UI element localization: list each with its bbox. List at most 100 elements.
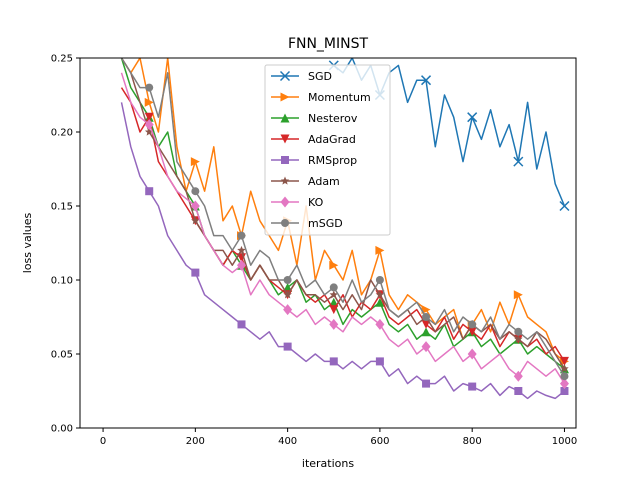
series-point-momentum <box>513 290 523 300</box>
y-axis: 0.00 0.05 0.10 0.15 0.20 0.25 <box>51 54 80 435</box>
series-point-adagrad <box>467 327 477 337</box>
series-point-sgd <box>467 112 478 123</box>
series-point-nesterov <box>421 327 431 337</box>
series-point-rmsprop <box>375 357 384 366</box>
series-point-adam <box>283 290 292 299</box>
x-tick-label: 600 <box>370 436 389 447</box>
legend-label-adagrad: AdaGrad <box>308 133 356 146</box>
series-point-rmsprop <box>191 268 200 277</box>
series-point-msgd <box>560 372 569 381</box>
legend-label-msgd: mSGD <box>308 217 343 230</box>
legend-label-nesterov: Nesterov <box>308 112 358 125</box>
series-point-ko <box>559 378 569 390</box>
legend-marker-adam <box>280 176 290 185</box>
legend-item-msgd: mSGD <box>271 217 343 230</box>
series-msgd <box>120 58 569 381</box>
series-point-msgd <box>191 187 200 196</box>
series-point-msgd <box>237 231 246 240</box>
series-point-ko <box>329 318 339 330</box>
y-tick-label: 0.25 <box>51 54 73 65</box>
series-point-adagrad <box>144 112 154 122</box>
series-point-msgd <box>468 320 477 329</box>
series-point-rmsprop <box>422 379 431 388</box>
series-point-rmsprop <box>237 320 246 329</box>
x-axis: 0 200 400 600 800 1000 <box>100 428 577 447</box>
series-point-msgd <box>375 276 384 284</box>
legend-marker-nesterov <box>280 113 290 123</box>
y-tick-label: 0.10 <box>51 276 73 287</box>
series-point-adam <box>514 334 523 343</box>
series-point-adam <box>144 127 154 136</box>
y-axis-label: loss values <box>21 212 34 273</box>
legend: SGD Momentum Nesterov AdaGrad RMSprop Adam KO m… <box>264 64 391 236</box>
series-point-ko <box>144 119 154 131</box>
series-point-momentum <box>421 305 431 315</box>
legend-item-rmsprop: RMSprop <box>271 154 357 167</box>
x-tick-label: 400 <box>278 436 297 447</box>
series-point-adagrad <box>559 356 569 366</box>
series-point-adam <box>191 216 200 225</box>
series-point-momentum <box>375 245 385 255</box>
series-point-nesterov <box>329 297 339 307</box>
legend-label-ko: KO <box>308 196 324 209</box>
legend-label-momentum: Momentum <box>308 91 371 104</box>
series-point-msgd <box>514 327 523 336</box>
legend-marker-rmsprop <box>281 156 289 164</box>
legend-item-adam: Adam <box>271 175 340 188</box>
x-tick-label: 200 <box>186 436 205 447</box>
legend-item-nesterov: Nesterov <box>271 112 358 125</box>
series-point-ko <box>190 200 200 212</box>
series-layer <box>120 58 570 400</box>
series-point-rmsprop <box>468 382 477 391</box>
x-tick-label: 1000 <box>552 436 577 447</box>
series-point-rmsprop <box>514 387 523 395</box>
series-point-msgd <box>422 313 431 321</box>
x-tick-label: 800 <box>463 436 482 447</box>
legend-item-momentum: Momentum <box>271 91 371 104</box>
legend-item-adagrad: AdaGrad <box>271 133 356 146</box>
legend-marker-ko <box>280 196 290 208</box>
series-rmsprop <box>120 102 569 400</box>
series-point-sgd <box>421 75 432 86</box>
series-point-ko <box>236 259 246 271</box>
series-point-ko <box>375 318 385 330</box>
series-point-adam <box>237 245 246 254</box>
legend-marker-msgd <box>281 219 289 227</box>
y-tick-label: 0.00 <box>51 424 73 435</box>
x-axis-label: iterations <box>302 457 354 470</box>
series-point-rmsprop <box>560 387 569 395</box>
x-tick-label: 0 <box>100 436 106 447</box>
series-point-sgd <box>559 200 570 212</box>
series-point-rmsprop <box>145 187 154 196</box>
legend-item-ko: KO <box>271 196 324 209</box>
series-point-rmsprop <box>283 342 292 351</box>
y-tick-label: 0.15 <box>51 202 73 213</box>
legend-box <box>264 64 391 236</box>
legend-item-sgd: SGD <box>271 70 332 83</box>
y-tick-label: 0.05 <box>51 350 73 361</box>
series-ko <box>120 72 569 390</box>
plot-frame <box>79 57 577 429</box>
series-point-ko <box>467 348 477 360</box>
legend-label-sgd: SGD <box>308 70 332 83</box>
series-point-momentum <box>329 260 339 270</box>
series-point-msgd <box>329 283 338 292</box>
legend-marker-sgd <box>279 70 291 82</box>
chart-title: FNN_MINST <box>288 36 369 52</box>
series-point-momentum <box>190 157 200 167</box>
series-point-nesterov <box>283 282 293 292</box>
legend-marker-momentum <box>280 92 290 102</box>
series-point-msgd <box>283 276 292 284</box>
y-tick-label: 0.20 <box>51 128 73 139</box>
legend-marker-adagrad <box>280 134 290 144</box>
series-point-ko <box>421 341 431 353</box>
series-point-adam <box>329 290 338 299</box>
series-point-rmsprop <box>329 357 338 366</box>
series-point-msgd <box>145 83 154 92</box>
series-point-adagrad <box>329 305 339 315</box>
series-point-ko <box>513 370 523 382</box>
series-point-adam <box>560 364 569 373</box>
legend-label-adam: Adam <box>308 175 340 188</box>
series-point-adagrad <box>421 319 431 329</box>
